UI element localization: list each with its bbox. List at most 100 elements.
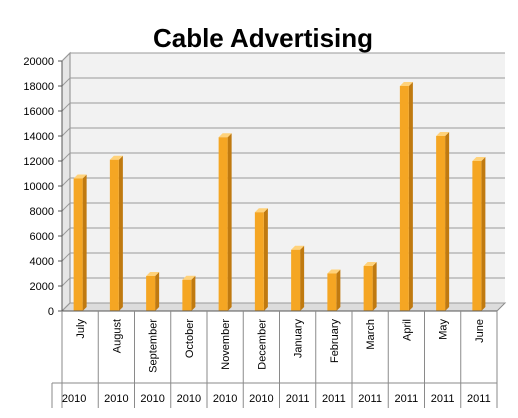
bar-top <box>182 275 196 280</box>
bar-side <box>263 208 268 311</box>
x-category-label: August <box>111 319 123 353</box>
bar-side <box>336 269 341 311</box>
bar-top <box>472 157 486 161</box>
y-tick-label: 6000 <box>30 231 54 243</box>
x-category-label: July <box>75 319 87 339</box>
bar-front <box>291 249 301 311</box>
bar-side <box>445 132 450 311</box>
x-category-label: January <box>293 319 305 359</box>
bar-top <box>218 133 232 138</box>
y-tick-label: 10000 <box>23 181 54 193</box>
gridline <box>61 52 505 62</box>
x-year-label: 2011 <box>322 393 346 405</box>
bar <box>254 208 268 311</box>
bar <box>146 272 160 311</box>
x-category-label: February <box>329 319 341 364</box>
y-tick-label: 18000 <box>23 81 54 93</box>
x-year-label: 2011 <box>467 393 491 405</box>
bar-side <box>82 174 87 311</box>
y-tick-label: 16000 <box>23 106 54 118</box>
bar-front <box>436 136 446 311</box>
chart-title: Cable Advertising <box>153 23 373 53</box>
y-tick-label: 8000 <box>30 206 54 218</box>
bar-front <box>182 279 192 311</box>
x-category-label: November <box>220 319 232 370</box>
gridlines <box>61 52 505 312</box>
x-category-label: October <box>184 319 196 358</box>
bar <box>472 157 486 311</box>
gridline <box>61 77 505 87</box>
bar-side <box>481 157 486 311</box>
bar-top <box>73 174 87 179</box>
gridline <box>61 102 505 112</box>
bar-side <box>372 262 377 311</box>
x-category-label: May <box>438 319 450 340</box>
y-tick-label: 14000 <box>23 131 54 143</box>
x-axis: July August September October November Decemb… <box>51 310 498 408</box>
bar-front <box>109 159 119 311</box>
bar <box>73 174 87 311</box>
bar <box>182 275 196 311</box>
gridline <box>61 302 505 312</box>
bar-front <box>146 276 156 311</box>
x-year-label: 2011 <box>286 393 310 405</box>
bar-top <box>399 82 413 86</box>
bar-front <box>472 161 482 311</box>
bar-front <box>327 273 337 311</box>
bar <box>291 245 305 311</box>
x-year-label: 2011 <box>395 393 419 405</box>
x-category-label: June <box>474 319 486 343</box>
gridline <box>61 202 505 212</box>
bar-top <box>327 269 341 274</box>
x-year-label: 2010 <box>177 393 201 405</box>
bar-top <box>291 245 305 250</box>
bar-front <box>254 212 264 311</box>
x-category-label: March <box>365 319 377 350</box>
x-year-label: 2010 <box>213 393 237 405</box>
bar-side <box>227 133 232 311</box>
bar <box>109 155 123 311</box>
bar <box>436 132 450 311</box>
bar-top <box>109 155 123 160</box>
gridline <box>61 252 505 262</box>
x-category-label: September <box>148 319 160 373</box>
bar-side <box>155 272 160 311</box>
bar-top <box>363 262 377 266</box>
bars <box>73 82 486 311</box>
bar-front <box>363 266 373 311</box>
y-tick-label: 4000 <box>30 256 54 268</box>
x-year-label: 2010 <box>140 393 164 405</box>
gridline <box>61 152 505 162</box>
x-year-label: 2011 <box>358 393 382 405</box>
y-tick-label: 0 <box>48 306 54 318</box>
x-year-label: 2011 <box>431 393 455 405</box>
y-tick-label: 20000 <box>23 56 54 68</box>
bar-side <box>408 82 413 311</box>
bar-top <box>146 272 160 276</box>
bar <box>218 133 232 311</box>
x-category-label: April <box>401 319 413 341</box>
bar-front <box>73 178 83 311</box>
bar <box>327 269 341 311</box>
bar-top <box>254 208 268 213</box>
x-year-label: 2010 <box>104 393 128 405</box>
x-category-label: December <box>256 319 268 370</box>
bar <box>363 262 377 311</box>
y-tick-label: 2000 <box>30 281 54 293</box>
gridline <box>61 277 505 287</box>
gridline <box>61 227 505 237</box>
gridline <box>61 127 505 137</box>
gridline <box>61 177 505 187</box>
bar-side <box>191 275 196 311</box>
bar-top <box>436 132 450 136</box>
y-tick-label: 12000 <box>23 156 54 168</box>
x-year-label: 2010 <box>62 393 86 405</box>
bar <box>399 82 413 311</box>
bar-side <box>118 155 123 311</box>
y-axis: 0 2000 4000 6000 8000 10000 12000 14000 16000 180… <box>23 56 63 318</box>
bar-side <box>300 245 305 311</box>
bar-front <box>218 137 228 311</box>
bar-front <box>399 86 409 311</box>
